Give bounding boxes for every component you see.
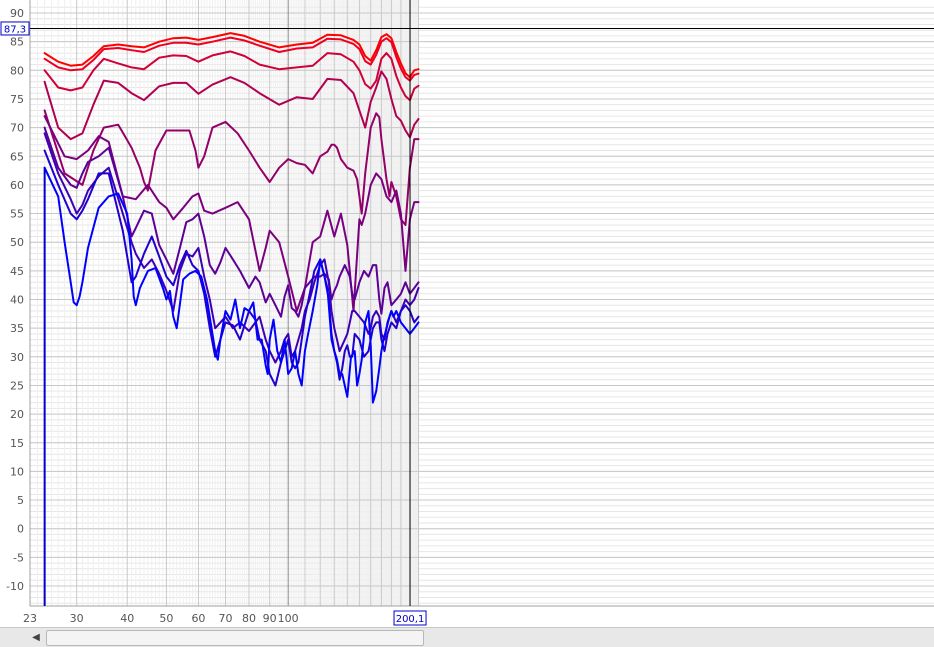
y-tick-label: 5: [17, 494, 24, 507]
y-axis: 908580757065605550454035302520151050-5-1…: [0, 7, 30, 593]
y-tick-label: 40: [10, 294, 24, 307]
y-tick-label: 15: [10, 437, 24, 450]
y-tick-label: 30: [10, 351, 24, 364]
cursor-y-readout-box: [0, 21, 30, 36]
x-tick-label: 90: [263, 612, 277, 625]
y-tick-label: 45: [10, 265, 24, 278]
scroll-left-arrow-icon[interactable]: ◀: [32, 632, 40, 643]
series-line-10: [43, 166, 420, 404]
y-tick-label: 0: [17, 523, 24, 536]
y-tick-label: 60: [10, 179, 24, 192]
series-line-1: [43, 32, 420, 79]
x-tick-label: 23: [23, 612, 37, 625]
y-tick-label: 75: [10, 93, 24, 106]
series-line-3: [43, 50, 420, 102]
y-tick-label: -10: [6, 580, 24, 593]
x-tick-label: 100: [278, 612, 299, 625]
y-tick-label: -5: [13, 551, 24, 564]
series-line-7: [43, 126, 420, 318]
series-line-4: [43, 70, 420, 141]
y-tick-label: 65: [10, 150, 24, 163]
y-tick-label: 50: [10, 236, 24, 249]
cursor-y-readout: 87,3: [4, 24, 26, 35]
x-tick-label: 50: [159, 612, 173, 625]
y-tick-label: 55: [10, 208, 24, 221]
x-tick-label: 30: [70, 612, 84, 625]
scrollbar-thumb[interactable]: [46, 630, 424, 646]
x-tick-label: 60: [191, 612, 205, 625]
cursor-x-readout-box: [393, 610, 427, 626]
frequency-response-chart[interactable]: 908580757065605550454035302520151050-5-1…: [0, 0, 934, 627]
y-tick-label: 10: [10, 465, 24, 478]
x-tick-label: 70: [219, 612, 233, 625]
y-tick-label: 85: [10, 36, 24, 49]
series-line-2: [43, 36, 420, 82]
series-layer: [43, 32, 420, 606]
x-axis: 23 30 40 50 60 70 80 90 100 200,1: [23, 610, 427, 626]
minor-grid: [30, 0, 934, 606]
series-line-6: [43, 115, 420, 312]
horizontal-scrollbar[interactable]: ◀: [0, 627, 934, 647]
x-tick-label: 80: [242, 612, 256, 625]
x-tick-label: 40: [120, 612, 134, 625]
y-tick-label: 20: [10, 408, 24, 421]
y-tick-label: 70: [10, 122, 24, 135]
cursor-layer: [30, 0, 934, 606]
y-tick-label: 90: [10, 7, 24, 20]
y-tick-label: 80: [10, 64, 24, 77]
series-line-9: [43, 149, 420, 387]
y-tick-label: 25: [10, 379, 24, 392]
cursor-x-readout: 200,1: [396, 614, 425, 625]
y-tick-label: 35: [10, 322, 24, 335]
